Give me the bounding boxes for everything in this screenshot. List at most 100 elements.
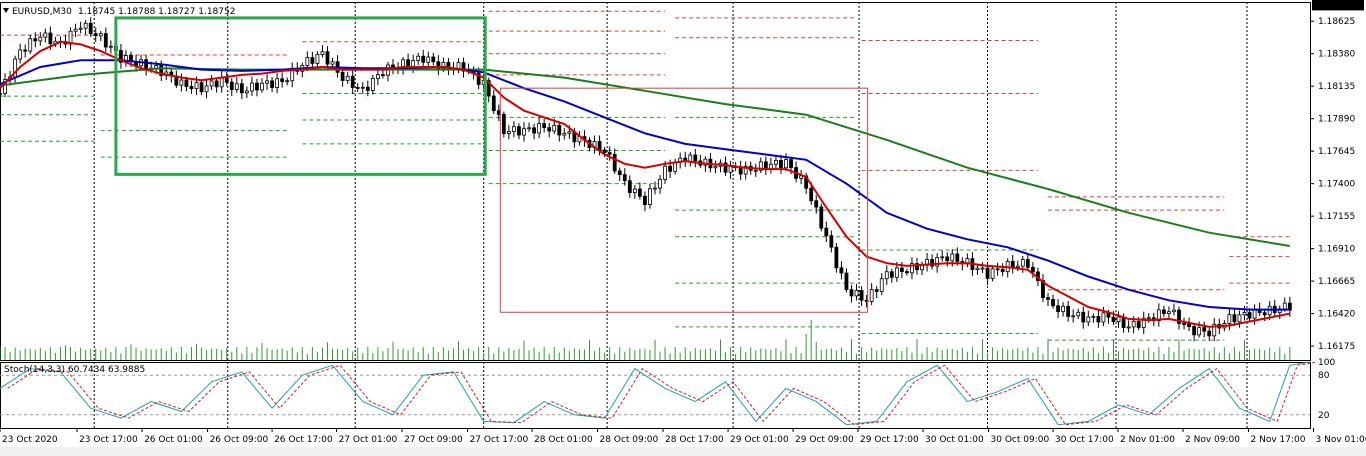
candle-body	[98, 33, 103, 37]
time-label: 30 Oct 01:00	[925, 435, 984, 445]
candle-body	[1066, 305, 1071, 317]
candle-body	[1071, 315, 1076, 318]
candle-body	[305, 57, 310, 66]
candle-body	[199, 82, 204, 93]
candle-body	[406, 59, 411, 67]
candle-body	[1197, 327, 1202, 336]
candle-body	[381, 74, 385, 77]
candle-body	[93, 33, 98, 37]
candle-body	[784, 159, 788, 169]
price-tick-label: 1.16665	[1318, 277, 1355, 287]
candle-body	[1146, 317, 1151, 320]
candle-body	[375, 74, 380, 79]
red-range-box[interactable]	[499, 87, 869, 313]
time-label: 29 Oct 01:00	[730, 435, 789, 445]
time-label: 30 Oct 17:00	[1055, 435, 1114, 445]
candle-body	[491, 95, 496, 112]
candle-body	[935, 257, 940, 267]
candle-body	[83, 22, 88, 29]
price-tick-label: 1.18135	[1318, 82, 1355, 92]
price-tick-label: 1.16910	[1318, 245, 1355, 255]
candle-body	[1025, 259, 1030, 268]
candle-body	[370, 78, 375, 91]
chart-tab-strip[interactable]	[0, 447, 1366, 456]
candle-body	[950, 253, 955, 262]
candle-body	[1061, 305, 1066, 313]
candle-body	[522, 128, 526, 136]
dropdown-triangle-icon[interactable]	[3, 8, 9, 13]
candle-body	[441, 62, 446, 69]
candle-body	[627, 180, 632, 193]
candle-body	[910, 263, 914, 274]
candle-body	[1287, 302, 1292, 311]
candle-body	[350, 75, 355, 88]
candle-body	[28, 38, 33, 52]
time-label: 26 Oct 17:00	[274, 435, 333, 445]
current-price-label: 1.18752	[1318, 0, 1355, 10]
candle-body	[365, 86, 370, 91]
candle-body	[204, 85, 209, 93]
candle-body	[3, 79, 7, 94]
time-label: 28 Oct 09:00	[600, 435, 659, 445]
candle-body	[103, 33, 108, 48]
candle-body	[486, 80, 491, 97]
candle-body	[854, 290, 859, 297]
candle-body	[945, 256, 950, 262]
candle-body	[562, 132, 567, 136]
candle-body	[758, 161, 763, 171]
candle-body	[209, 80, 214, 87]
candle-body	[1262, 312, 1267, 316]
candle-body	[703, 158, 708, 166]
candle-body	[879, 278, 884, 292]
time-label: 28 Oct 17:00	[665, 435, 724, 445]
candle-body	[340, 71, 345, 81]
price-tick-label: 1.17890	[1318, 115, 1355, 125]
candle-body	[1161, 309, 1166, 315]
time-label: 29 Oct 17:00	[860, 435, 919, 445]
candle-body	[779, 160, 783, 169]
candle-body	[663, 165, 667, 180]
candle-body	[894, 267, 899, 278]
candle-body	[743, 165, 748, 175]
candle-body	[1131, 320, 1136, 328]
candle-body	[547, 127, 552, 132]
candle-body	[738, 167, 743, 175]
ma-fast-line	[0, 40, 1290, 328]
stoch-level-label: 20	[1318, 411, 1330, 421]
time-label: 26 Oct 09:00	[210, 435, 269, 445]
candle-body	[194, 82, 199, 90]
candle-body	[315, 54, 320, 64]
stoch-main-line	[0, 361, 1311, 426]
candle-body	[1192, 326, 1197, 336]
candle-body	[905, 271, 909, 274]
candle-body	[617, 170, 622, 176]
candle-body	[517, 126, 521, 136]
candle-body	[1172, 309, 1176, 313]
candle-body	[930, 259, 935, 267]
candle-body	[915, 263, 919, 271]
candle-body	[189, 86, 194, 90]
candle-body	[1187, 323, 1191, 327]
candle-body	[1202, 327, 1207, 332]
time-label: 30 Oct 09:00	[991, 435, 1050, 445]
candle-body	[1212, 323, 1217, 337]
price-tick-label: 1.18380	[1318, 50, 1355, 60]
candle-body	[0, 93, 2, 95]
candle-body	[839, 267, 844, 274]
green-range-box[interactable]	[114, 16, 487, 176]
candle-body	[255, 82, 259, 91]
candle-body	[461, 62, 466, 72]
candle-body	[33, 38, 38, 42]
candle-body	[250, 82, 254, 92]
candle-body	[476, 72, 481, 85]
current-price-marker	[1312, 0, 1364, 11]
candle-body	[637, 188, 642, 197]
candle-body	[804, 175, 809, 189]
candle-body	[527, 127, 531, 130]
candle-body	[1182, 323, 1186, 325]
candle-body	[436, 61, 441, 69]
candle-body	[975, 267, 980, 270]
candle-body	[229, 81, 234, 90]
candle-body	[1101, 312, 1106, 323]
